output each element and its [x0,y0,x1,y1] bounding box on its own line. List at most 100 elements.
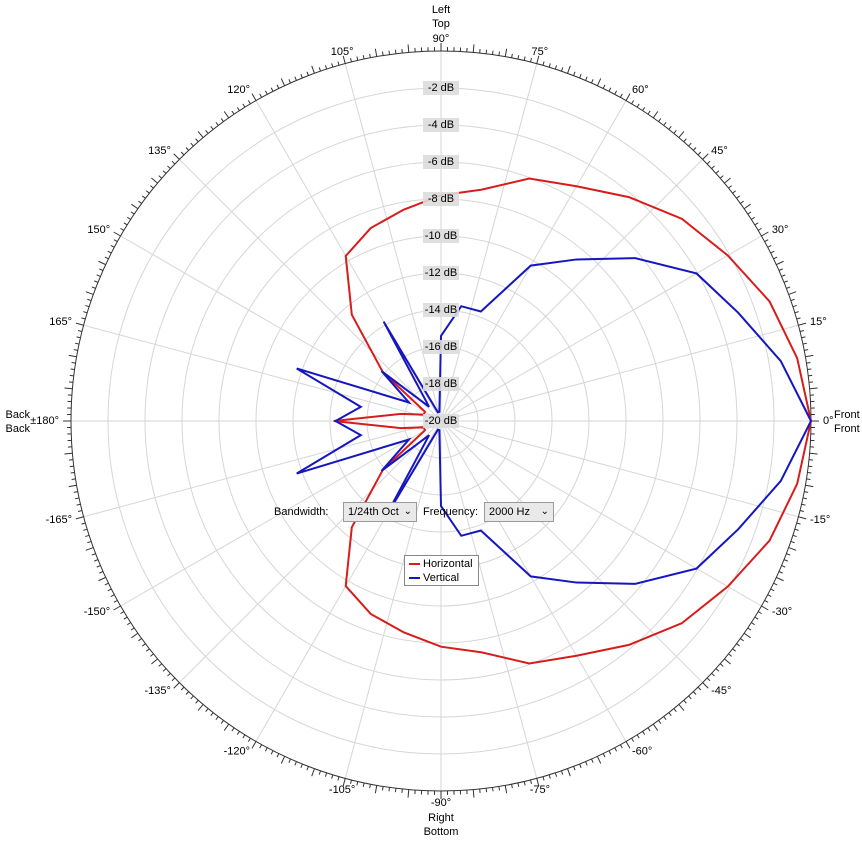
degree-mark [511,784,513,789]
degree-mark [573,71,576,76]
angle-label: 30° [772,224,789,236]
degree-mark [809,452,818,455]
degree-mark [99,268,104,271]
degree-mark [751,622,755,626]
r-tick-box [423,340,459,354]
degree-mark [788,547,797,551]
degree-mark [668,125,672,130]
angle-label: 15° [810,316,827,328]
degree-mark [85,291,94,295]
degree-mark [142,643,146,647]
degree-mark [511,53,513,58]
grid-spoke [440,159,703,422]
degree-mark [498,786,501,791]
legend-entry: Horizontal [409,557,473,571]
degree-mark [68,354,77,358]
r-tick-label: -16 dB [425,341,457,353]
degree-mark [770,250,775,254]
direction-label: Front [834,409,860,421]
degree-mark [205,130,209,134]
degree-mark [180,151,185,156]
degree-mark [683,699,687,704]
degree-mark [197,704,204,711]
degree-mark [236,731,240,735]
degree-mark [210,712,214,717]
legend-swatch [409,577,420,580]
degree-mark [591,79,594,84]
degree-mark [757,227,762,231]
degree-mark [91,553,96,556]
series-line [296,257,813,585]
angle-label: ±180° [30,415,59,427]
r-tick-label: -20 dB [425,415,457,427]
degree-mark [781,274,786,277]
degree-mark [591,758,594,763]
degree-mark [652,111,659,119]
degree-mark [104,256,109,260]
degree-mark [150,185,154,189]
degree-mark [719,175,724,179]
degree-mark [64,452,73,455]
degree-mark [324,772,328,777]
degree-mark [288,758,291,763]
grid-spoke [120,235,442,422]
degree-mark [113,605,121,611]
degree-mark [259,744,263,749]
angle-label: -90° [431,797,451,809]
degree-mark [120,611,125,615]
degree-mark [804,349,809,351]
degree-mark [678,131,685,138]
degree-mark [145,190,150,194]
degree-mark [798,322,807,326]
bandwidth-select[interactable]: 1/24th Oct ⌄ [343,502,417,522]
degree-mark [596,756,602,764]
r-tick-box [423,155,459,169]
degree-mark [767,244,772,248]
degree-mark [792,534,797,538]
degree-mark [73,491,78,493]
degree-mark [747,627,752,631]
degree-mark [636,103,640,108]
degree-mark [602,753,606,758]
degree-mark [596,78,602,86]
degree-mark [318,770,322,775]
degree-mark [560,67,564,72]
degree-mark [796,522,801,525]
degree-mark [195,699,199,704]
degree-mark [311,65,315,74]
angle-label: -150° [84,606,110,618]
angle-label: 75° [532,46,549,58]
degree-mark [668,712,672,717]
degree-mark [498,51,501,56]
r-tick-label: -18 dB [425,378,457,390]
degree-mark [324,65,328,70]
degree-mark [711,165,715,170]
degree-mark [647,727,651,732]
frequency-select[interactable]: 2000 Hz ⌄ [484,502,554,522]
degree-mark [220,720,224,724]
degree-mark [381,51,384,56]
r-tick-box [423,192,459,206]
r-tick-box [423,303,459,317]
degree-mark [215,716,219,720]
degree-mark [631,737,635,742]
bandwidth-value: 1/24th Oct [348,506,399,518]
grid-spoke [120,420,442,607]
degree-mark [773,256,778,260]
degree-mark [362,782,365,787]
degree-mark [94,280,99,283]
degree-mark [806,361,811,364]
degree-mark [688,142,692,147]
degree-mark [162,170,167,174]
degree-mark [764,599,769,603]
degree-mark [761,605,769,611]
degree-mark [619,744,623,749]
degree-mark [350,779,352,785]
degree-mark [625,741,631,749]
degree-mark [776,260,784,266]
r-tick-label: -12 dB [425,267,457,279]
degree-mark [786,553,791,556]
degree-mark [719,663,724,667]
grid-spoke [83,420,442,518]
degree-mark [369,53,371,58]
